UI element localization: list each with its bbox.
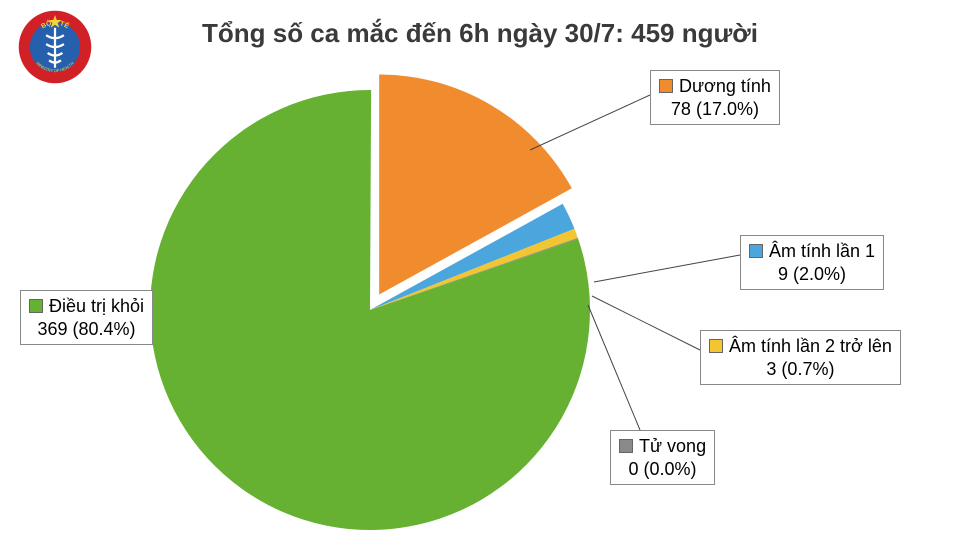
leader-line xyxy=(592,296,700,350)
slice-label-line1: Dương tính xyxy=(679,76,771,96)
slice-label-line1: Âm tính lần 2 trở lên xyxy=(729,336,892,356)
slice-label-line1: Điều trị khỏi xyxy=(49,296,144,316)
slice-label-line2: 0 (0.0%) xyxy=(619,458,706,481)
slice-label-line1: Âm tính lần 1 xyxy=(769,241,875,261)
slice-label: Tử vong0 (0.0%) xyxy=(610,430,715,485)
slice-label-line2: 78 (17.0%) xyxy=(659,98,771,121)
slice-label: Dương tính78 (17.0%) xyxy=(650,70,780,125)
leader-line xyxy=(530,95,650,150)
leader-line xyxy=(594,255,740,282)
slice-label-line2: 3 (0.7%) xyxy=(709,358,892,381)
chart-title: Tổng số ca mắc đến 6h ngày 30/7: 459 ngư… xyxy=(0,18,960,49)
slice-label: Âm tính lần 19 (2.0%) xyxy=(740,235,884,290)
slice-label: Điều trị khỏi369 (80.4%) xyxy=(20,290,153,345)
ministry-logo: BỘ Y TẾ MINISTRY OF HEALTH xyxy=(18,10,92,84)
slice-label: Âm tính lần 2 trở lên3 (0.7%) xyxy=(700,330,901,385)
slice-label-line2: 369 (80.4%) xyxy=(29,318,144,341)
slice-label-line1: Tử vong xyxy=(639,436,706,456)
leader-line xyxy=(588,305,640,430)
slice-label-line2: 9 (2.0%) xyxy=(749,263,875,286)
